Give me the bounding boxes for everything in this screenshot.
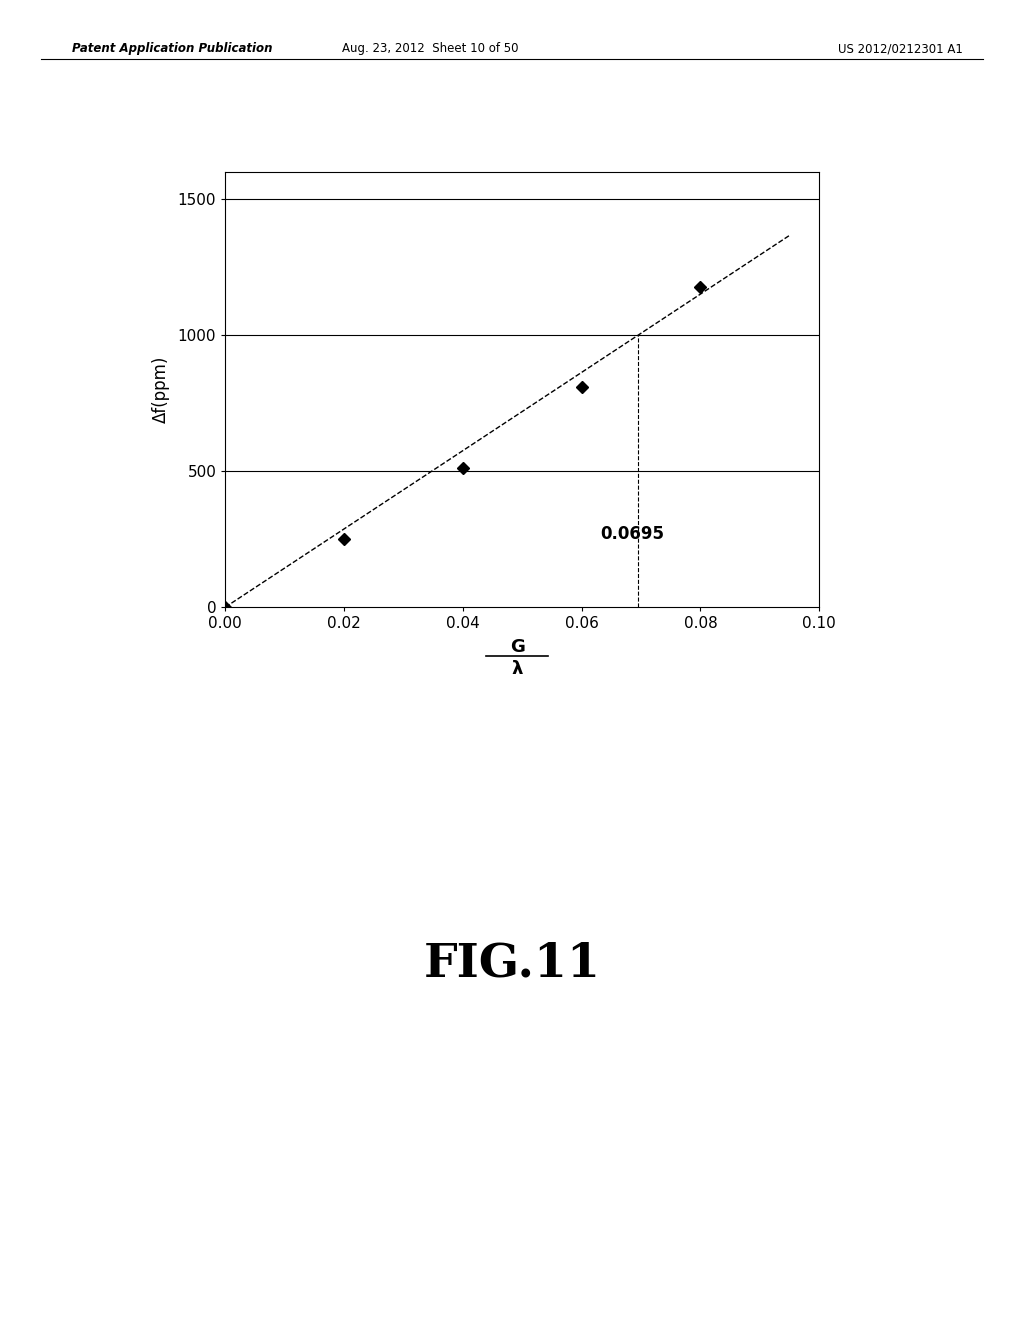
Text: US 2012/0212301 A1: US 2012/0212301 A1 bbox=[838, 42, 963, 55]
Text: λ: λ bbox=[511, 660, 523, 678]
Text: 0.0695: 0.0695 bbox=[600, 524, 665, 543]
Text: G: G bbox=[510, 638, 524, 656]
Y-axis label: Δf(ppm): Δf(ppm) bbox=[152, 355, 169, 424]
Text: Aug. 23, 2012  Sheet 10 of 50: Aug. 23, 2012 Sheet 10 of 50 bbox=[342, 42, 518, 55]
Text: FIG.11: FIG.11 bbox=[424, 941, 600, 986]
Text: Patent Application Publication: Patent Application Publication bbox=[72, 42, 272, 55]
